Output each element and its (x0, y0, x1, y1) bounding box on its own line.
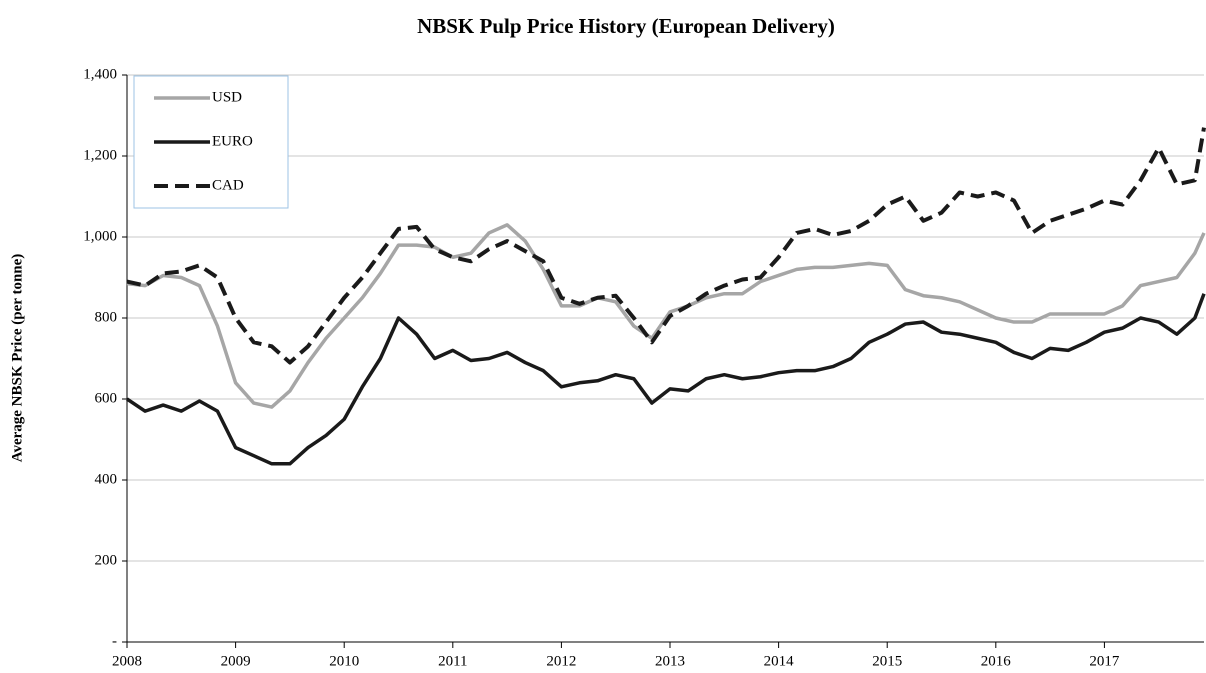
x-tick-label: 2008 (112, 653, 142, 669)
y-tick-label: 600 (95, 390, 118, 406)
chart-title: NBSK Pulp Price History (European Delive… (417, 14, 835, 38)
y-tick-label: 1,200 (83, 147, 117, 163)
x-tick-label: 2010 (329, 653, 359, 669)
line-series (126, 223, 1206, 409)
y-tick-label: 800 (95, 309, 118, 325)
x-tick-label: 2012 (546, 653, 576, 669)
y-tick-label: 400 (95, 471, 118, 487)
x-tick-label: 2013 (655, 653, 685, 669)
line-series (126, 127, 1206, 365)
legend-label: CAD (212, 177, 244, 193)
legend-label: USD (212, 89, 242, 105)
x-tick-label: 2011 (438, 653, 467, 669)
x-tick-label: 2014 (764, 653, 795, 669)
y-tick-label: 200 (95, 552, 118, 568)
x-tick-label: 2016 (981, 653, 1012, 669)
y-tick-label: 1,000 (83, 228, 117, 244)
legend-label: EURO (212, 133, 253, 149)
y-tick-label: - (112, 633, 117, 649)
x-tick-label: 2015 (872, 653, 902, 669)
line-series (126, 293, 1206, 466)
x-tick-label: 2009 (221, 653, 251, 669)
y-axis-label: Average NBSK Price (per tonne) (9, 254, 25, 463)
y-tick-label: 1,400 (83, 66, 117, 82)
x-tick-label: 2017 (1089, 653, 1120, 669)
